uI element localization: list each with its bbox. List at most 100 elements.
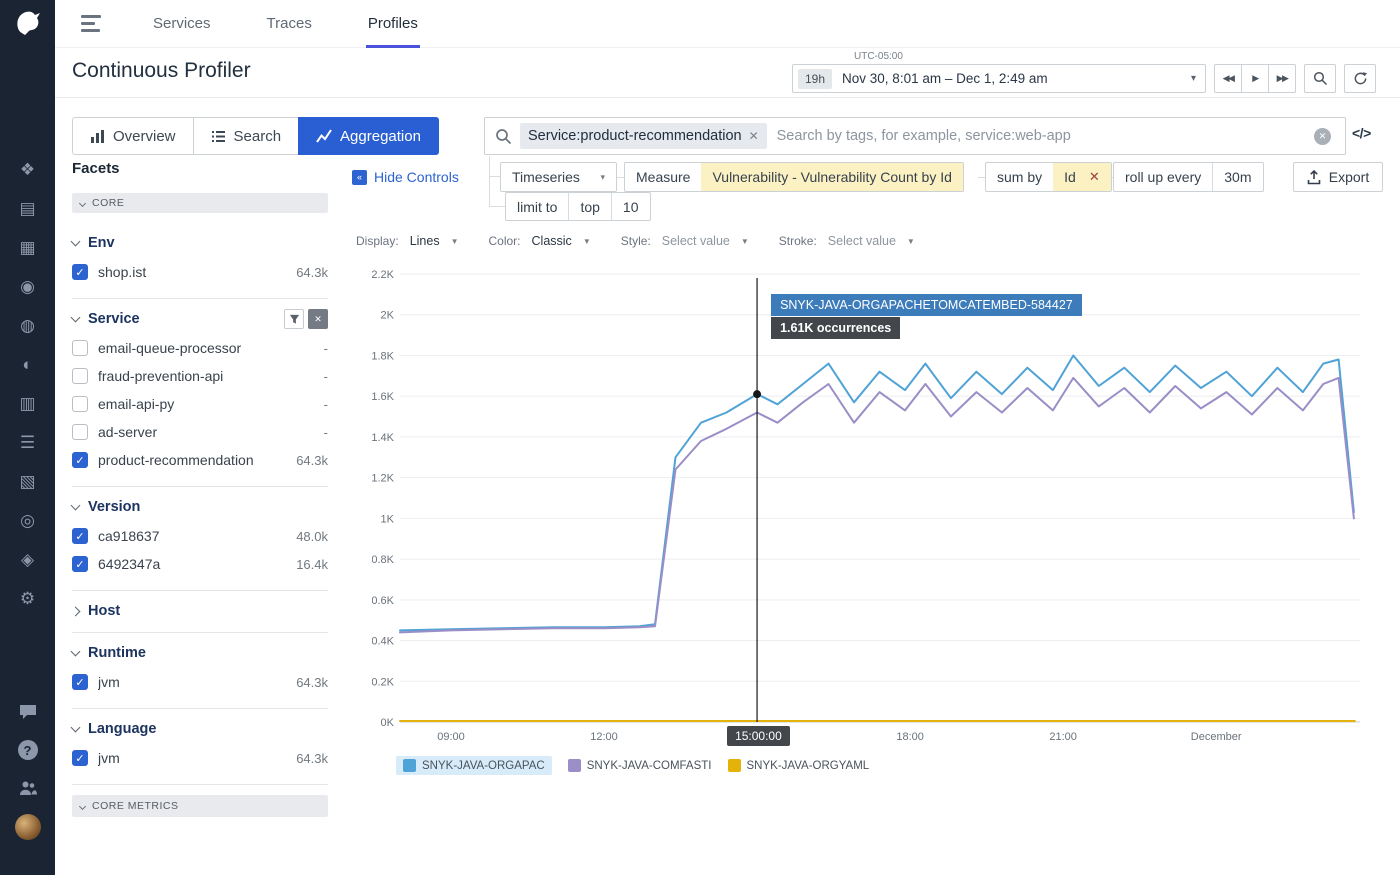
facet-header-version[interactable]: Version — [70, 492, 328, 522]
datadog-logo-icon[interactable] — [12, 7, 44, 39]
refresh-button[interactable] — [1344, 64, 1376, 93]
remove-tag-icon[interactable]: ✕ — [748, 129, 759, 143]
infrastructure-icon[interactable]: ☰ — [19, 433, 36, 452]
search-tag-pill[interactable]: Service:product-recommendation ✕ — [520, 123, 767, 149]
legend-swatch — [727, 759, 741, 772]
limit-label: limit to — [517, 198, 558, 215]
svg-text:0.2K: 0.2K — [372, 676, 395, 688]
facet-checkbox[interactable]: ✓ — [72, 452, 88, 468]
export-button[interactable]: Export — [1293, 162, 1383, 192]
facet-group-core-metrics[interactable]: CORE METRICS — [72, 795, 328, 817]
svg-text:1.4K: 1.4K — [372, 432, 395, 444]
tab-overview[interactable]: Overview — [72, 117, 194, 155]
legend-item[interactable]: SNYK-JAVA-ORGAPAC — [396, 756, 552, 775]
facet-checkbox[interactable]: ✓ — [72, 750, 88, 766]
monitors-icon[interactable]: ◍ — [20, 316, 35, 335]
svg-text:0K: 0K — [381, 717, 395, 729]
apm-icon[interactable]: ❖ — [19, 160, 36, 179]
nav-item-traces[interactable]: Traces — [266, 14, 312, 32]
zoom-time-button[interactable] — [1304, 64, 1336, 93]
stroke-value: Select value — [827, 234, 896, 248]
skip-forward-button[interactable]: ▶▶ — [1268, 64, 1296, 93]
rollup-label: roll up every — [1125, 169, 1202, 185]
help-icon[interactable]: ? — [16, 738, 40, 762]
facet-checkbox[interactable] — [72, 340, 88, 356]
duration-badge: 19h — [798, 68, 833, 89]
ci-icon[interactable]: ◎ — [20, 511, 35, 530]
legend-label: SNYK-JAVA-ORGYAML — [746, 759, 870, 772]
clear-search-icon[interactable]: ✕ — [1314, 127, 1331, 145]
limit-count-value[interactable]: 10 — [610, 193, 650, 220]
logs-icon[interactable]: ▧ — [19, 472, 36, 491]
legend-label: SNYK-JAVA-COMFASTI — [586, 759, 712, 772]
color-select[interactable]: Color: Classic ▼ — [489, 234, 591, 248]
nav-item-profiles[interactable]: Profiles — [365, 0, 420, 48]
style-select[interactable]: Style: Select value ▼ — [621, 234, 749, 248]
watchdog-icon[interactable]: ◉ — [20, 277, 35, 296]
tab-aggregation[interactable]: Aggregation — [298, 117, 439, 155]
security-icon[interactable]: ◈ — [20, 550, 35, 569]
chart-canvas[interactable]: 0K 0.2K 0.4K 0.6K 0.8K 1K 1.2K 1.4K 1.6K 1.8K 2K 2.… — [371, 258, 1372, 748]
facet-checkbox[interactable] — [72, 424, 88, 440]
legend-item[interactable]: SNYK-JAVA-COMFASTI — [567, 759, 712, 772]
facet-header-language[interactable]: Language — [70, 714, 328, 744]
synthetics-icon[interactable]: ◐ — [22, 355, 33, 374]
facet-checkbox[interactable]: ✓ — [72, 674, 88, 690]
sum-by-control[interactable]: sum by Id ✕ — [985, 162, 1112, 192]
facet-checkbox[interactable]: ✓ — [72, 264, 88, 280]
search-input[interactable] — [766, 128, 1314, 144]
timeseries-chart[interactable]: 0K 0.2K 0.4K 0.6K 0.8K 1K 1.2K 1.4K 1.6K 1.8K 2K 2.… — [371, 258, 1377, 788]
sidebar-rail: ❖ ▤ ▦ ◉ ◍ ◐ ▥ ☰ ▧ ◎ ◈ ⚙ — [0, 158, 55, 611]
facet-header-host[interactable]: Host — [70, 596, 328, 626]
facet-header-env[interactable]: Env — [70, 228, 328, 258]
visualization-value: Timeseries — [512, 169, 580, 185]
facet-header-service[interactable]: Service ✕ — [70, 304, 328, 334]
search-list-icon — [211, 130, 225, 142]
measure-value[interactable]: Vulnerability - Vulnerability Count by I… — [701, 163, 963, 191]
page-header: Continuous Profiler UTC-05:00 19h Nov 30… — [55, 48, 1400, 98]
facet-checkbox[interactable] — [72, 396, 88, 412]
legend-item[interactable]: SNYK-JAVA-ORGYAML — [727, 759, 870, 772]
tab-search[interactable]: Search — [192, 117, 300, 155]
visualization-select[interactable]: Timeseries ▾ — [500, 162, 617, 192]
user-avatar[interactable] — [14, 814, 41, 840]
rollup-value[interactable]: 30m — [1212, 163, 1262, 191]
sum-by-value[interactable]: Id — [1053, 163, 1087, 191]
chevron-down-icon: ▼ — [450, 236, 459, 246]
hide-controls-button[interactable]: « Hide Controls — [352, 169, 459, 185]
metrics-icon[interactable]: ▦ — [19, 238, 36, 257]
play-button[interactable]: ▶ — [1241, 64, 1269, 93]
facet-item-label: shop.ist — [98, 264, 147, 280]
time-range-selector[interactable]: 19h Nov 30, 8:01 am – Dec 1, 2:49 am ▾ — [792, 64, 1206, 93]
facet-checkbox[interactable]: ✓ — [72, 556, 88, 572]
limit-mode-value[interactable]: top — [568, 193, 610, 220]
limit-control[interactable]: limit to top 10 — [505, 192, 651, 221]
facet-item-label: 6492347a — [98, 556, 161, 572]
tag-search-bar[interactable]: Service:product-recommendation ✕ ✕ — [484, 117, 1346, 155]
filter-funnel-button[interactable] — [284, 309, 304, 329]
chat-icon[interactable] — [16, 700, 40, 724]
facet-checkbox[interactable] — [72, 368, 88, 384]
remove-sum-by-icon[interactable]: ✕ — [1086, 163, 1111, 191]
facet-checkbox[interactable]: ✓ — [72, 528, 88, 544]
clear-filter-button[interactable]: ✕ — [308, 309, 328, 329]
stroke-select[interactable]: Stroke: Select value ▼ — [779, 234, 915, 248]
facet-group-core[interactable]: CORE — [72, 193, 328, 213]
code-view-toggle[interactable]: </> — [1352, 125, 1371, 141]
tooltip-series-name: SNYK-JAVA-ORGAPACHETOMCATEMBED-584427 — [771, 294, 1082, 316]
nav-menu-icon[interactable] — [81, 15, 105, 32]
events-icon[interactable]: ▤ — [19, 199, 36, 218]
facet-name: Runtime — [88, 645, 146, 661]
measure-control[interactable]: Measure Vulnerability - Vulnerability Co… — [624, 162, 964, 192]
play-icon: ▶ — [1252, 73, 1259, 83]
rollup-control[interactable]: roll up every 30m — [1113, 162, 1264, 192]
connector-line — [978, 177, 985, 178]
settings-icon[interactable]: ⚙ — [19, 589, 36, 608]
org-users-icon[interactable] — [16, 776, 40, 800]
facet-header-runtime[interactable]: Runtime — [70, 638, 328, 668]
facet-item-row: ✓ product-recommendation 64.3k — [72, 446, 328, 474]
nav-item-services[interactable]: Services — [153, 14, 211, 32]
skip-back-button[interactable]: ◀◀ — [1214, 64, 1242, 93]
dashboards-icon[interactable]: ▥ — [19, 394, 36, 413]
display-select[interactable]: Display: Lines ▼ — [356, 234, 459, 248]
